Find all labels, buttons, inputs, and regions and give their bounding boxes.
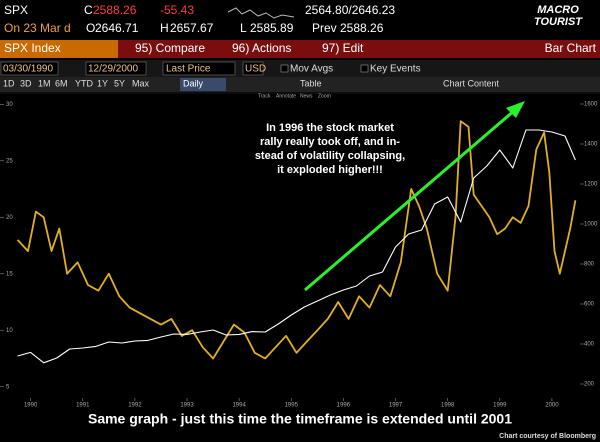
quote-high: 2657.67 — [170, 21, 214, 35]
period[interactable]: 1M — [38, 78, 51, 88]
x-tick-label: 1996 — [337, 403, 351, 409]
view-name: Bar Chart — [545, 41, 597, 55]
quote-high-label: H — [160, 21, 169, 35]
credit: Chart courtesy of Bloomberg — [499, 433, 596, 440]
period[interactable]: 5Y — [114, 78, 125, 88]
y-tick-label: 20 — [6, 215, 13, 221]
logo-box — [516, 0, 600, 36]
security-box — [0, 40, 118, 58]
quote-open-label: O — [86, 21, 95, 35]
y-tick-label: 10 — [6, 328, 13, 334]
y2-tick-label: 1400 — [584, 142, 598, 148]
chart-content[interactable]: Chart Content — [443, 78, 500, 88]
logo-text: MACRO — [537, 4, 579, 16]
y2-tick-label: 1600 — [584, 102, 598, 108]
sparkline — [227, 7, 295, 19]
checkbox — [360, 64, 369, 73]
annotation: rally really took off, and in- — [260, 136, 400, 148]
y2-tick-label: 1000 — [584, 222, 598, 228]
frequency[interactable]: Daily — [183, 78, 204, 88]
period[interactable]: 1Y — [97, 78, 108, 88]
input-box — [162, 61, 236, 76]
series-line — [17, 129, 576, 364]
close: 2588.26 — [93, 3, 137, 17]
caption: Same graph - just this time the timefram… — [88, 411, 512, 427]
y-tick-label: 25 — [6, 158, 13, 164]
tool[interactable]: News — [300, 93, 313, 99]
toolbar-field[interactable]: 12/29/2000 — [88, 64, 138, 75]
input-box — [0, 61, 59, 76]
x-tick-label: 1995 — [285, 403, 299, 409]
x-tick-label: 2000 — [545, 403, 559, 409]
input-box — [85, 61, 147, 76]
y-tick-label: 15 — [6, 271, 13, 277]
quote-low-label: L — [240, 21, 247, 35]
y2-tick-label: 600 — [584, 302, 595, 308]
y-tick-label: 30 — [6, 102, 13, 108]
toolbar-field[interactable]: 03/30/1990 — [3, 64, 53, 75]
close-label: C — [84, 3, 93, 17]
study[interactable]: Mov Avgs — [290, 64, 333, 75]
toolbar-field[interactable]: Last Price — [166, 64, 211, 75]
annotation: it exploded higher!!! — [277, 164, 383, 176]
date: On 23 Mar d — [4, 21, 71, 35]
menu-item[interactable]: 97) Edit — [322, 41, 364, 55]
period[interactable]: Max — [132, 78, 150, 88]
x-tick-label: 1999 — [493, 403, 507, 409]
toolbar-field[interactable]: USD — [245, 64, 266, 75]
x-tick-label: 1990 — [24, 403, 38, 409]
toolbar-bar — [0, 60, 600, 77]
symbol: SPX — [4, 3, 28, 17]
y2-tick-label: 800 — [584, 262, 595, 268]
series-line — [16, 120, 577, 360]
x-tick-label: 1998 — [441, 403, 455, 409]
logo-text: TOURIST — [534, 16, 583, 28]
y2-tick-label: 200 — [584, 382, 595, 388]
checkbox — [280, 64, 289, 73]
period[interactable]: 3D — [20, 78, 32, 88]
y2-tick-label: 1200 — [584, 182, 598, 188]
tool[interactable]: Annotate — [276, 93, 296, 99]
menu-item[interactable]: 95) Compare — [135, 41, 205, 55]
period[interactable]: YTD — [75, 78, 94, 88]
change: -55.43 — [160, 3, 194, 17]
tool[interactable]: Zoom — [318, 93, 331, 99]
range: 2564.80/2646.23 — [305, 3, 395, 17]
quote-open: 2646.71 — [95, 21, 139, 35]
security: SPX Index — [4, 41, 61, 55]
arrow — [304, 108, 516, 292]
table[interactable]: Table — [300, 78, 322, 88]
annotation: stead of volatility collapsing, — [255, 150, 405, 162]
y-tick-label: 5 — [6, 384, 10, 390]
quote-low: 2585.89 — [250, 21, 294, 35]
x-tick-label: 1992 — [128, 403, 142, 409]
quote-prev-label: Prev — [312, 21, 337, 35]
period[interactable]: 6M — [55, 78, 68, 88]
x-tick-label: 1993 — [180, 403, 194, 409]
input-box — [242, 61, 264, 76]
quote-prev: 2588.26 — [340, 21, 384, 35]
x-tick-label: 1997 — [389, 403, 403, 409]
y2-tick-label: 400 — [584, 342, 595, 348]
study[interactable]: Key Events — [370, 64, 421, 75]
period-bar — [0, 77, 600, 92]
menu-bar — [0, 40, 600, 58]
frequency-box — [180, 78, 226, 91]
menu-item[interactable]: 96) Actions — [232, 41, 291, 55]
annotation: In 1996 the stock market — [266, 122, 394, 134]
x-tick-label: 1991 — [76, 403, 90, 409]
tool[interactable]: Track — [258, 93, 271, 99]
x-tick-label: 1994 — [232, 403, 246, 409]
arrow-head — [506, 101, 525, 118]
period[interactable]: 1D — [3, 78, 15, 88]
